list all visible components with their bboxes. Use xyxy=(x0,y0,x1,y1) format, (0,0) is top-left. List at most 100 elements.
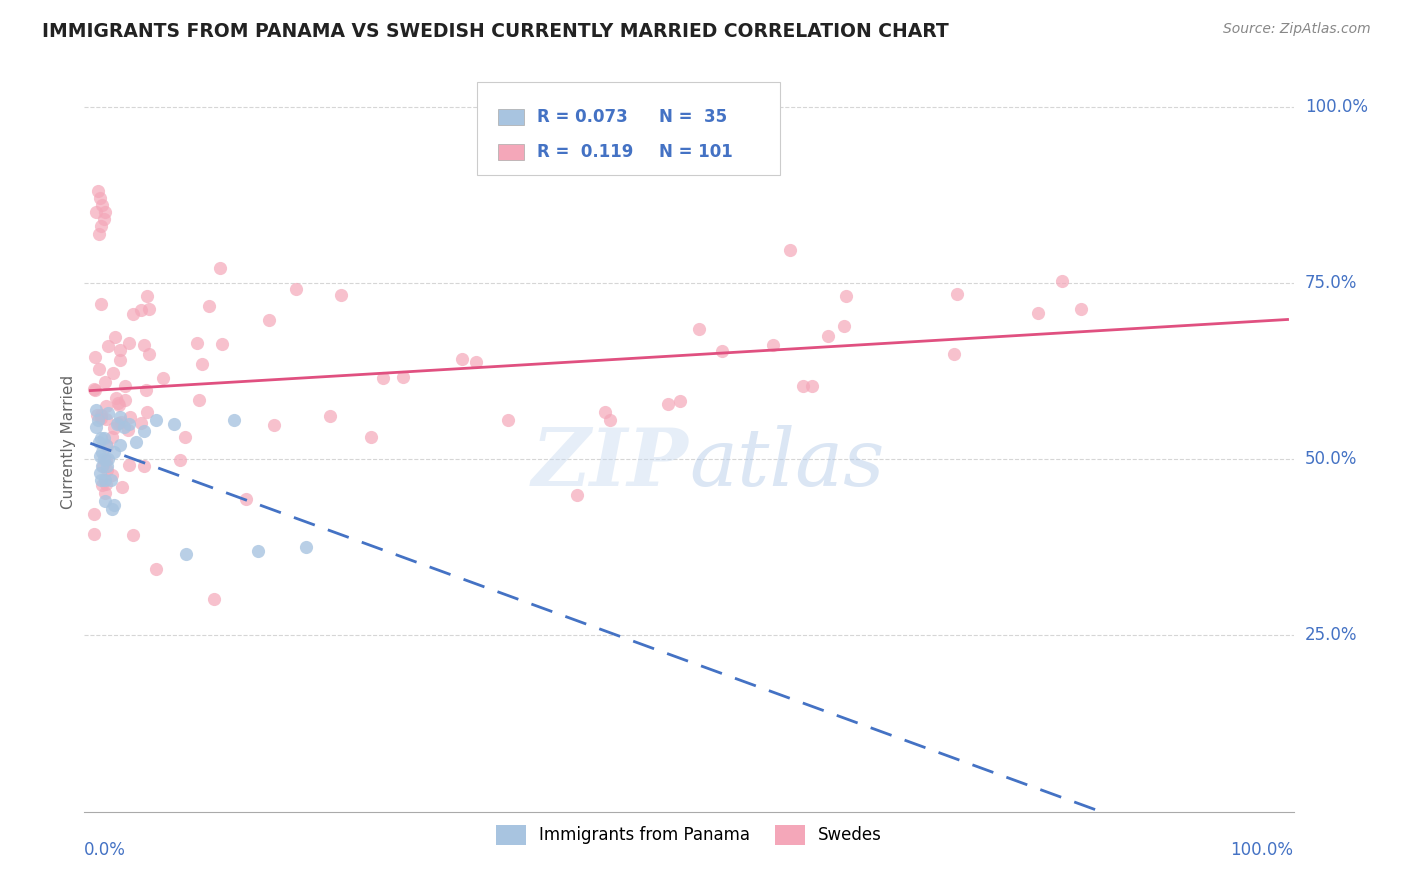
Point xyxy=(111,480,134,494)
Point xyxy=(1050,274,1073,288)
Point xyxy=(496,413,519,427)
Point xyxy=(94,438,117,452)
Point xyxy=(86,408,108,422)
Point xyxy=(134,337,156,351)
Point xyxy=(593,405,616,419)
Point xyxy=(235,492,257,507)
Point xyxy=(101,366,124,380)
Point xyxy=(138,347,160,361)
Point xyxy=(101,501,124,516)
Point xyxy=(87,434,110,449)
Point xyxy=(114,392,136,407)
Point xyxy=(93,212,115,227)
Point xyxy=(93,375,115,389)
Point xyxy=(125,434,148,449)
Point xyxy=(93,452,115,467)
Point xyxy=(779,243,801,257)
Point xyxy=(1070,301,1092,316)
Text: 100.0%: 100.0% xyxy=(1230,841,1294,859)
Text: R =  0.119: R = 0.119 xyxy=(537,143,633,161)
Point xyxy=(90,219,112,234)
Point xyxy=(329,287,352,301)
Point xyxy=(174,547,197,561)
Point xyxy=(105,392,128,406)
Point xyxy=(792,379,814,393)
Point xyxy=(169,453,191,467)
FancyBboxPatch shape xyxy=(498,144,524,161)
Text: 25.0%: 25.0% xyxy=(1305,626,1357,644)
Point xyxy=(103,445,125,459)
Point xyxy=(101,467,124,482)
Point xyxy=(86,420,108,434)
Point xyxy=(91,198,114,212)
Point xyxy=(246,544,269,558)
Point xyxy=(96,411,118,425)
Point xyxy=(145,562,167,576)
Point xyxy=(669,393,692,408)
Point xyxy=(187,392,209,407)
Point xyxy=(945,286,967,301)
Point xyxy=(96,462,118,476)
Point xyxy=(83,507,105,521)
Point xyxy=(222,413,245,427)
FancyBboxPatch shape xyxy=(478,82,780,175)
Point xyxy=(112,420,135,434)
Point xyxy=(132,459,155,474)
Point xyxy=(93,473,115,487)
Point xyxy=(688,322,710,336)
Point xyxy=(464,355,486,369)
Text: ZIP: ZIP xyxy=(531,425,689,502)
Point xyxy=(96,439,118,453)
Text: N = 101: N = 101 xyxy=(659,143,733,161)
Point xyxy=(257,312,280,326)
Point xyxy=(762,338,785,352)
Point xyxy=(110,409,132,424)
Point xyxy=(118,410,141,425)
Point xyxy=(122,307,145,321)
Point xyxy=(91,458,114,473)
Point xyxy=(129,302,152,317)
Point xyxy=(817,329,839,343)
Point xyxy=(87,362,110,376)
Point xyxy=(87,227,110,241)
Point xyxy=(96,453,118,467)
Point xyxy=(97,406,120,420)
Point xyxy=(89,449,111,463)
Point xyxy=(107,396,129,410)
Point xyxy=(110,438,132,452)
Text: atlas: atlas xyxy=(689,425,884,502)
Point xyxy=(107,417,129,431)
Text: Source: ZipAtlas.com: Source: ZipAtlas.com xyxy=(1223,22,1371,37)
Point xyxy=(103,498,125,512)
Point xyxy=(1026,306,1049,320)
Text: R = 0.073: R = 0.073 xyxy=(537,108,627,127)
Point xyxy=(97,339,120,353)
Point xyxy=(108,343,131,357)
Point xyxy=(118,458,141,472)
Point xyxy=(84,350,107,364)
Point xyxy=(90,297,112,311)
Point xyxy=(94,477,117,491)
Point xyxy=(163,417,186,431)
Point xyxy=(295,541,318,555)
Point xyxy=(86,184,108,198)
Point xyxy=(93,205,115,219)
Point xyxy=(83,382,105,396)
Point xyxy=(392,370,415,384)
Text: IMMIGRANTS FROM PANAMA VS SWEDISH CURRENTLY MARRIED CORRELATION CHART: IMMIGRANTS FROM PANAMA VS SWEDISH CURREN… xyxy=(42,22,949,41)
Point xyxy=(208,260,231,275)
Text: 0.0%: 0.0% xyxy=(84,841,127,859)
Point xyxy=(657,397,679,411)
Point xyxy=(90,431,112,445)
Point xyxy=(97,452,120,467)
Point xyxy=(105,417,128,431)
Point xyxy=(135,289,157,303)
Text: 75.0%: 75.0% xyxy=(1305,274,1357,292)
Point xyxy=(135,405,157,419)
Point xyxy=(371,371,394,385)
Point xyxy=(93,431,115,445)
Point xyxy=(108,398,131,412)
Point xyxy=(90,473,112,487)
Point xyxy=(86,413,108,427)
Y-axis label: Currently Married: Currently Married xyxy=(60,375,76,508)
